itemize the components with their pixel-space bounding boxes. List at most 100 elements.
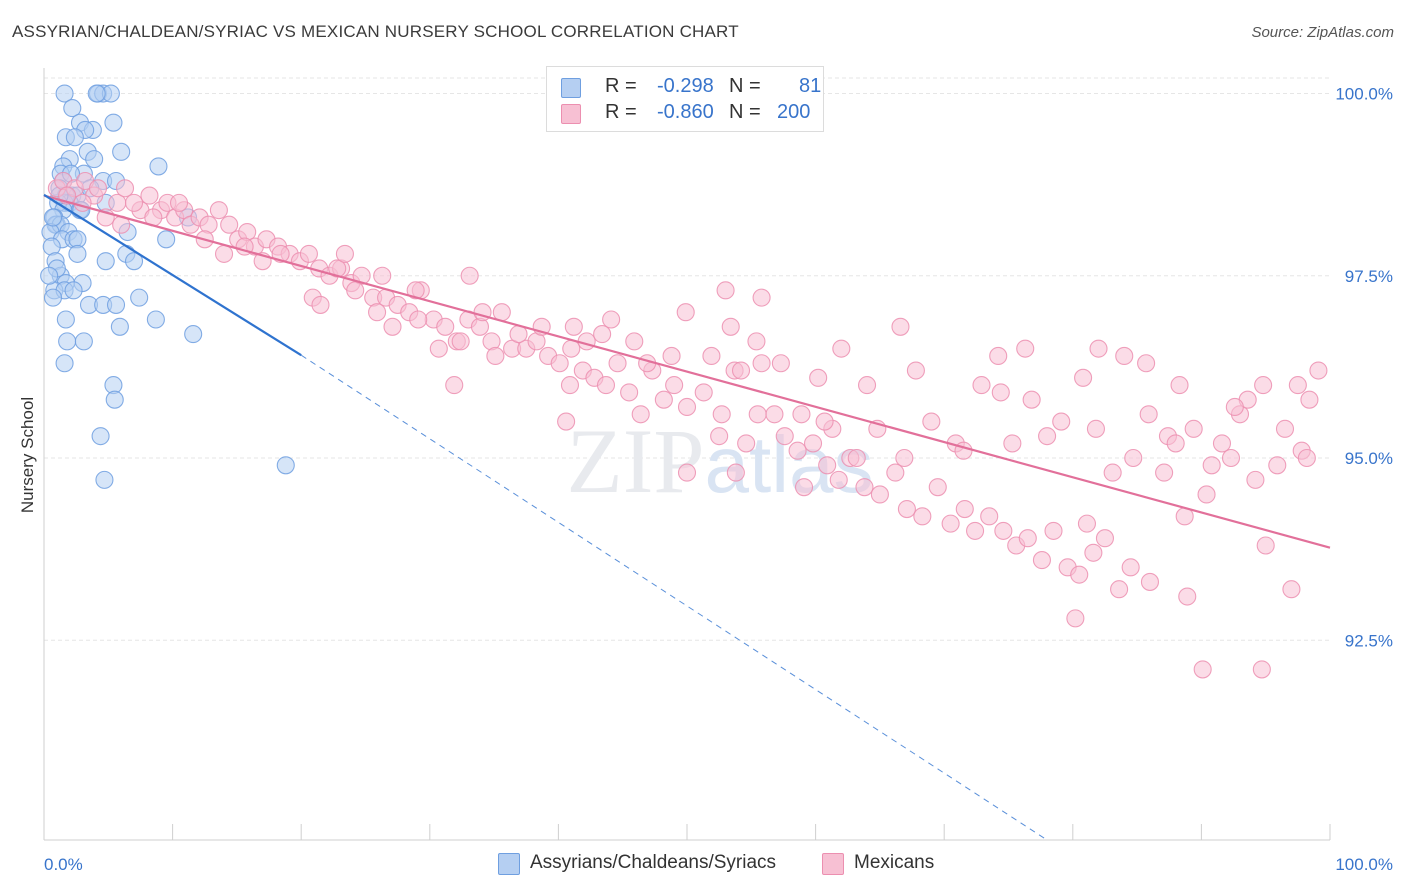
point-assyrians — [95, 470, 114, 489]
point-assyrians — [40, 266, 59, 285]
gridlines — [44, 77, 1330, 641]
point-mexicans — [1268, 456, 1287, 475]
point-mexicans — [1246, 470, 1265, 489]
point-mexicans — [1052, 412, 1071, 431]
point-mexicans — [895, 448, 914, 468]
point-mexicans — [1288, 376, 1307, 395]
point-mexicans — [922, 412, 941, 431]
point-mexicans — [989, 346, 1008, 366]
legend-n-label: N = — [729, 75, 761, 97]
point-mexicans — [891, 317, 910, 336]
correlation-legend: R = -0.298 N = 81 R = -0.860 N = 200 — [546, 66, 824, 132]
point-assyrians — [110, 317, 129, 336]
point-mexicans — [1221, 448, 1241, 468]
tick-labels: 100.0% 97.5% 95.0% 92.5% 0.0% 100.0% — [44, 85, 1393, 874]
point-assyrians — [157, 230, 176, 249]
point-mexicans — [1197, 485, 1216, 504]
point-mexicans — [1170, 376, 1189, 395]
point-mexicans — [436, 317, 455, 336]
point-mexicans — [654, 390, 673, 409]
point-mexicans — [451, 332, 470, 351]
point-mexicans — [1121, 558, 1140, 577]
bottom-legend-label-mexicans: Mexicans — [854, 852, 935, 873]
point-mexicans — [716, 281, 735, 300]
point-assyrians — [65, 128, 84, 147]
point-mexicans — [1140, 572, 1160, 591]
point-mexicans — [1309, 361, 1328, 380]
point-mexicans — [1254, 376, 1273, 395]
point-mexicans — [1193, 660, 1212, 679]
point-mexicans — [886, 463, 905, 482]
point-mexicans — [1124, 448, 1143, 468]
point-mexicans — [1225, 397, 1244, 417]
point-mexicans — [1282, 580, 1301, 599]
point-mexicans — [980, 507, 999, 526]
point-mexicans — [1275, 419, 1295, 438]
point-assyrians — [104, 113, 123, 132]
point-mexicans — [1095, 529, 1114, 548]
point-mexicans — [1178, 587, 1197, 606]
point-assyrians — [87, 84, 106, 103]
point-mexicans — [346, 281, 365, 300]
point-assyrians — [184, 325, 203, 344]
y-tick-label: 92.5% — [1345, 631, 1393, 650]
point-mexicans — [1022, 390, 1041, 409]
point-assyrians — [112, 142, 131, 161]
point-mexicans — [794, 478, 814, 497]
point-mexicans — [847, 448, 866, 468]
point-mexicans — [832, 339, 851, 358]
x-tick-label-left: 0.0% — [44, 855, 83, 874]
point-mexicans — [737, 434, 756, 453]
point-mexicans — [1110, 580, 1129, 599]
source-label: Source: ZipAtlas.com — [1251, 24, 1394, 41]
x-tick-label-right: 100.0% — [1335, 855, 1393, 874]
point-mexicans — [311, 295, 330, 314]
point-mexicans — [1074, 368, 1093, 387]
point-mexicans — [710, 427, 729, 446]
point-mexicans — [1003, 434, 1022, 453]
point-mexicans — [702, 346, 721, 366]
point-mexicans — [1066, 609, 1085, 628]
series-mexicans-points — [47, 171, 1328, 679]
point-mexicans — [562, 339, 581, 358]
point-mexicans — [991, 383, 1010, 402]
point-mexicans — [752, 288, 771, 307]
point-mexicans — [1070, 565, 1089, 584]
point-assyrians — [96, 252, 115, 271]
trend-line-assyrians — [43, 193, 302, 357]
bottom-legend-swatch-assyrians — [498, 853, 520, 875]
point-mexicans — [1297, 448, 1316, 468]
point-mexicans — [694, 383, 713, 402]
point-assyrians — [91, 427, 110, 446]
point-mexicans — [1103, 463, 1122, 482]
point-mexicans — [955, 499, 974, 519]
point-mexicans — [550, 354, 569, 373]
point-mexicans — [906, 361, 925, 380]
trend-lines — [43, 193, 1331, 841]
point-mexicans — [1137, 354, 1156, 373]
point-mexicans — [676, 303, 695, 322]
point-mexicans — [1038, 427, 1057, 446]
point-mexicans — [870, 485, 889, 504]
point-mexicans — [809, 368, 828, 387]
point-mexicans — [1184, 419, 1203, 438]
point-assyrians — [43, 288, 63, 307]
point-assyrians — [276, 456, 295, 475]
point-mexicans — [788, 441, 807, 460]
point-mexicans — [726, 463, 745, 482]
point-mexicans — [1300, 390, 1319, 409]
point-mexicans — [625, 332, 644, 351]
y-tick-label: 97.5% — [1345, 267, 1393, 286]
point-mexicans — [1256, 536, 1275, 555]
point-mexicans — [1077, 514, 1096, 533]
point-mexicans — [775, 427, 794, 446]
point-mexicans — [557, 412, 576, 431]
point-mexicans — [608, 354, 627, 373]
point-mexicans — [593, 325, 612, 344]
point-assyrians — [149, 157, 168, 176]
point-mexicans — [1086, 419, 1105, 438]
legend-r-value: -0.860 — [657, 101, 714, 123]
point-mexicans — [857, 376, 877, 395]
point-assyrians — [106, 295, 126, 314]
point-assyrians — [124, 252, 144, 271]
